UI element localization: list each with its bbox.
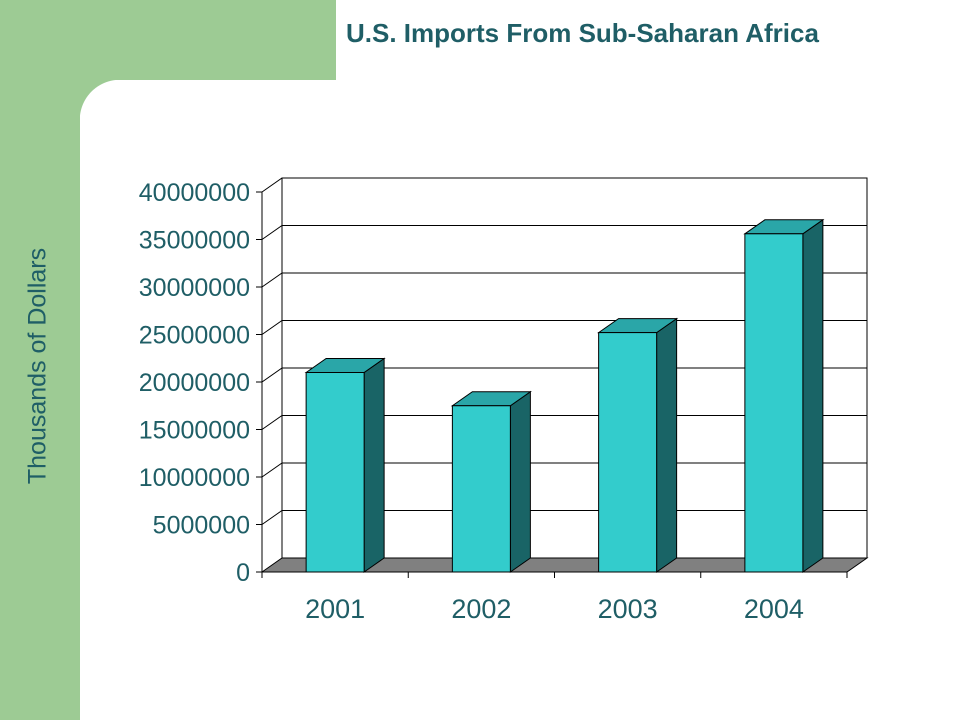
- y-tick-label: 40000000: [139, 179, 250, 207]
- bar-2001: [305, 372, 365, 573]
- left-accent-strip: [0, 0, 80, 720]
- y-tick-label: 35000000: [139, 227, 250, 255]
- bar-side-2003: [656, 317, 678, 573]
- y-tick-label: 5000000: [153, 512, 250, 540]
- y-tick-label: 10000000: [139, 464, 250, 492]
- bar-side-2002: [509, 390, 531, 573]
- bar-side-2001: [363, 357, 385, 573]
- bar-2003: [598, 332, 658, 573]
- x-category-label: 2004: [744, 594, 804, 624]
- gridline: [261, 177, 867, 193]
- chart-title: U.S. Imports From Sub-Saharan Africa: [346, 18, 819, 48]
- y-tick-label: 15000000: [139, 417, 250, 445]
- top-accent-band: [0, 0, 336, 80]
- y-tick-label: 30000000: [139, 274, 250, 302]
- y-tick-label: 25000000: [139, 322, 250, 350]
- y-tick-label: 20000000: [139, 369, 250, 397]
- gridline: [261, 272, 867, 288]
- x-category-label: 2002: [451, 594, 511, 624]
- bar-side-2004: [802, 218, 824, 573]
- gridline: [261, 225, 867, 240]
- x-category-label: 2001: [305, 594, 365, 624]
- bar-2002: [451, 405, 511, 573]
- bar-2004: [744, 233, 804, 573]
- accent-corner-curve: [80, 80, 120, 120]
- x-category-label: 2003: [598, 594, 658, 624]
- y-tick-label: 0: [236, 559, 250, 587]
